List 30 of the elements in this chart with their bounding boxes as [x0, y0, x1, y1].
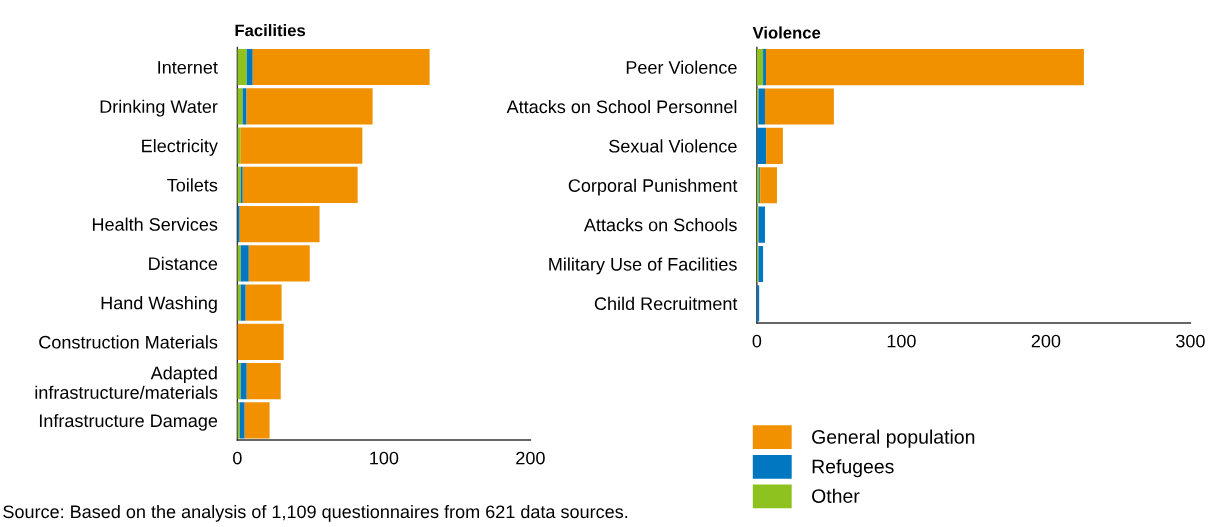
y-tick-label: Drinking Water — [100, 99, 218, 117]
x-tick-label: 100 — [370, 451, 399, 465]
y-tick-label: Construction Materials — [39, 335, 218, 349]
y-tick-label: Military Use of Facilities — [549, 257, 737, 275]
y-tick-label: Adapted infrastructure/materials — [35, 366, 218, 399]
y-tick-label: Distance — [149, 256, 218, 271]
y-tick-label: Attacks on Schools — [583, 218, 737, 232]
chart-title: Facilities — [235, 24, 306, 37]
y-tick-label: Electricity — [142, 139, 218, 156]
x-tick-label: 0 — [233, 451, 242, 465]
x-tick-label: 200 — [1031, 334, 1061, 348]
y-tick-label: Child Recruitment — [594, 296, 738, 311]
legend-label: Other — [812, 488, 860, 503]
chart-title: Violence — [752, 26, 821, 39]
x-tick-label: 100 — [887, 334, 916, 348]
legend-label: General population — [812, 429, 975, 448]
y-tick-label: Hand Washing — [101, 296, 217, 313]
x-tick-label: 0 — [752, 334, 762, 348]
x-tick-label: 200 — [516, 451, 545, 465]
y-tick-label: Infrastructure Damage — [39, 413, 218, 431]
y-tick-label: Health Services — [92, 217, 218, 231]
y-tick-label: Internet — [158, 61, 218, 74]
source-note: Source: Based on the analysis of 1,109 questionnaires from 621 data sources. — [3, 504, 628, 522]
legend-label: Refugees — [812, 459, 894, 478]
y-tick-label: Peer Violence — [626, 60, 737, 74]
y-tick-label: Toilets — [167, 178, 218, 192]
y-tick-label: Attacks on School Personnel — [506, 99, 737, 114]
y-tick-label: Sexual Violence — [609, 139, 737, 153]
x-tick-label: 300 — [1176, 334, 1205, 348]
y-tick-label: Corporal Punishment — [568, 178, 738, 196]
